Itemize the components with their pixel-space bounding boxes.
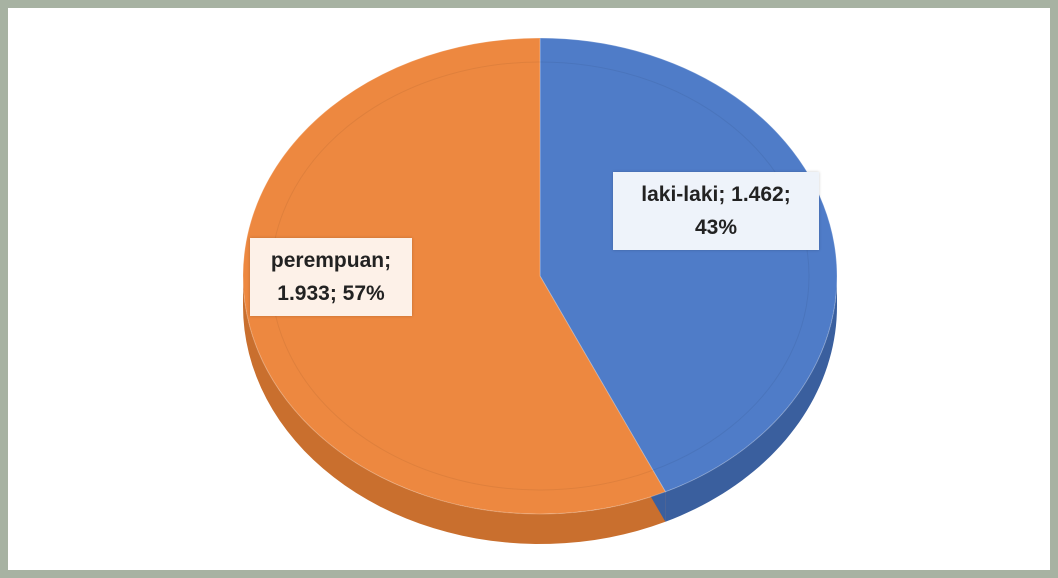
data-label: laki-laki; 1.462; 43% [613,172,819,250]
chart [242,37,838,544]
pie-slice [242,37,667,515]
pie-side [243,276,666,544]
pie-side [665,276,837,522]
chart-panel: laki-laki; 1.462; 43% perempuan; 1.933; 5… [8,8,1050,570]
data-label: perempuan; 1.933; 57% [250,238,412,316]
pie-slice [539,37,838,493]
